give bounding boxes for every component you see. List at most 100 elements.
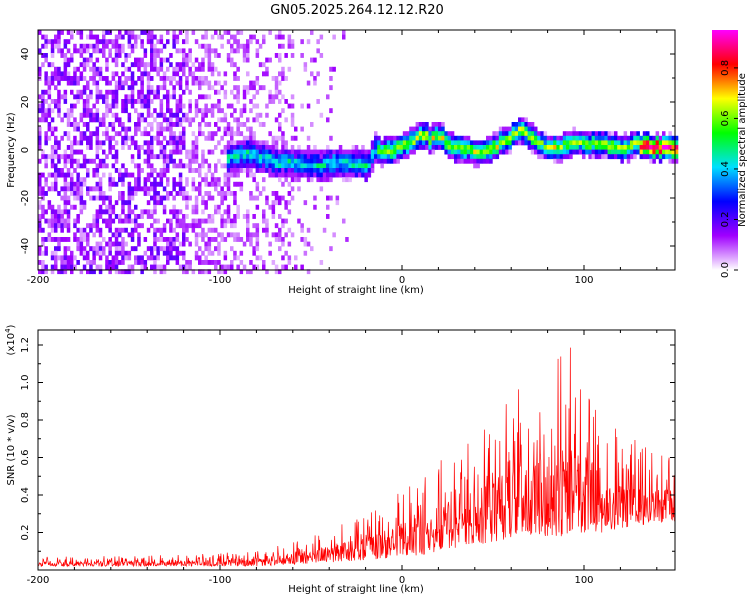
spectrogram-cell [178, 66, 183, 72]
spectrogram-cell [121, 260, 125, 265]
spectrogram-cell [105, 135, 109, 141]
spectrogram-cell [108, 181, 112, 187]
spectrogram-cell [428, 131, 432, 137]
spectrogram-cell [367, 158, 372, 164]
spectrogram-cell [102, 122, 106, 127]
spectrogram-cell [121, 135, 125, 141]
spectrogram-cell [63, 94, 68, 100]
spectrogram-cell [306, 149, 311, 155]
spectrogram-cell [326, 149, 330, 155]
spectrogram-cell [166, 94, 170, 100]
spectrogram-cell [191, 145, 196, 150]
spectrogram-cell [226, 149, 231, 155]
spectrogram-cell [460, 149, 464, 155]
spectrogram-cell [121, 163, 125, 169]
spectrogram-cell [201, 108, 205, 114]
spectrogram-cell [185, 195, 189, 201]
spectrogram-cell [223, 94, 228, 100]
spectrogram-cell [191, 149, 196, 155]
spectrogram-y-tick-label: 20 [20, 96, 31, 109]
spectrogram-cell [47, 80, 52, 86]
spectrogram-cell [156, 172, 160, 178]
spectrogram-cell [127, 264, 132, 270]
spectrogram-cell [108, 80, 112, 86]
spectrogram-cell [527, 140, 532, 146]
spectrogram-cell [185, 264, 189, 270]
spectrogram-cell [534, 135, 538, 141]
spectrogram-cell [172, 39, 176, 45]
spectrogram-cell [137, 117, 141, 123]
spectrogram-cell [655, 131, 660, 137]
spectrogram-cell [166, 30, 170, 35]
spectrogram-cell [454, 135, 458, 141]
spectrogram-cell [140, 71, 144, 77]
spectrogram-cell [89, 158, 93, 164]
spectrogram-cell [374, 145, 378, 150]
spectrogram-cell [95, 145, 100, 150]
spectrogram-cell [306, 135, 311, 141]
spectrogram-cell [300, 149, 304, 155]
spectrogram-cell [329, 108, 333, 114]
spectrogram-cell [86, 34, 90, 40]
spectrogram-cell [242, 57, 247, 63]
spectrogram-cell [89, 112, 93, 118]
spectrogram-cell [444, 135, 448, 141]
spectrogram-cell [41, 108, 45, 114]
spectrogram-cell [127, 200, 132, 206]
spectrogram-cell [268, 172, 272, 178]
spectrogram-cell [153, 43, 157, 49]
spectrogram-cell [172, 177, 176, 183]
spectrogram-cell [537, 145, 541, 150]
spectrogram-cell [41, 191, 45, 196]
spectrogram-cell [239, 158, 244, 164]
spectrogram-cell [287, 66, 292, 72]
spectrogram-cell [153, 89, 157, 95]
spectrogram-cell [159, 181, 164, 187]
spectrogram-cell [108, 53, 112, 58]
spectrogram-cell [82, 122, 87, 127]
spectrogram-cell [358, 172, 362, 178]
spectrogram-cell [38, 135, 42, 141]
spectrogram-cell [271, 76, 276, 81]
spectrogram-cell [134, 140, 138, 146]
spectrogram-cell [114, 57, 119, 63]
spectrogram-cell [278, 53, 282, 58]
spectrogram-cell [297, 168, 301, 173]
spectrogram-cell [361, 168, 365, 173]
spectrogram-cell [50, 48, 55, 54]
spectrogram-cell [166, 218, 170, 224]
spectrogram-cell [194, 154, 199, 160]
spectrogram-cell [223, 269, 228, 275]
spectrogram-cell [354, 172, 359, 178]
spectrogram-cell [134, 214, 138, 219]
spectrogram-cell [188, 48, 192, 54]
spectrogram-cell [105, 103, 109, 109]
spectrogram-cell [182, 214, 186, 219]
spectrogram-cell [630, 149, 634, 155]
colorbar-tick-label: 0.4 [720, 161, 731, 177]
spectrogram-cell [412, 140, 416, 146]
spectrogram-cell [402, 149, 407, 155]
spectrogram-cell [95, 163, 100, 169]
spectrogram-cell [290, 172, 295, 178]
spectrogram-cell [162, 168, 167, 173]
spectrogram-cell [194, 241, 199, 247]
spectrogram-cell [508, 145, 512, 150]
spectrogram-cell [268, 145, 272, 150]
spectrogram-cell [121, 195, 125, 201]
spectrogram-cell [57, 269, 61, 275]
spectrogram-cell [345, 158, 349, 164]
spectrogram-cell [630, 140, 634, 146]
spectrogram-cell [230, 168, 234, 173]
spectrogram-cell [422, 126, 426, 132]
spectrogram-cell [668, 145, 672, 150]
spectrogram-cell [284, 145, 288, 150]
spectrogram-cell [76, 66, 80, 72]
spectrogram-cell [127, 269, 132, 275]
spectrogram-cell [217, 89, 221, 95]
spectrogram-cell [290, 112, 295, 118]
spectrogram-cell [57, 76, 61, 81]
spectrogram-cell [63, 71, 68, 77]
spectrogram-cell [239, 186, 244, 192]
spectrogram-cell [169, 223, 173, 229]
